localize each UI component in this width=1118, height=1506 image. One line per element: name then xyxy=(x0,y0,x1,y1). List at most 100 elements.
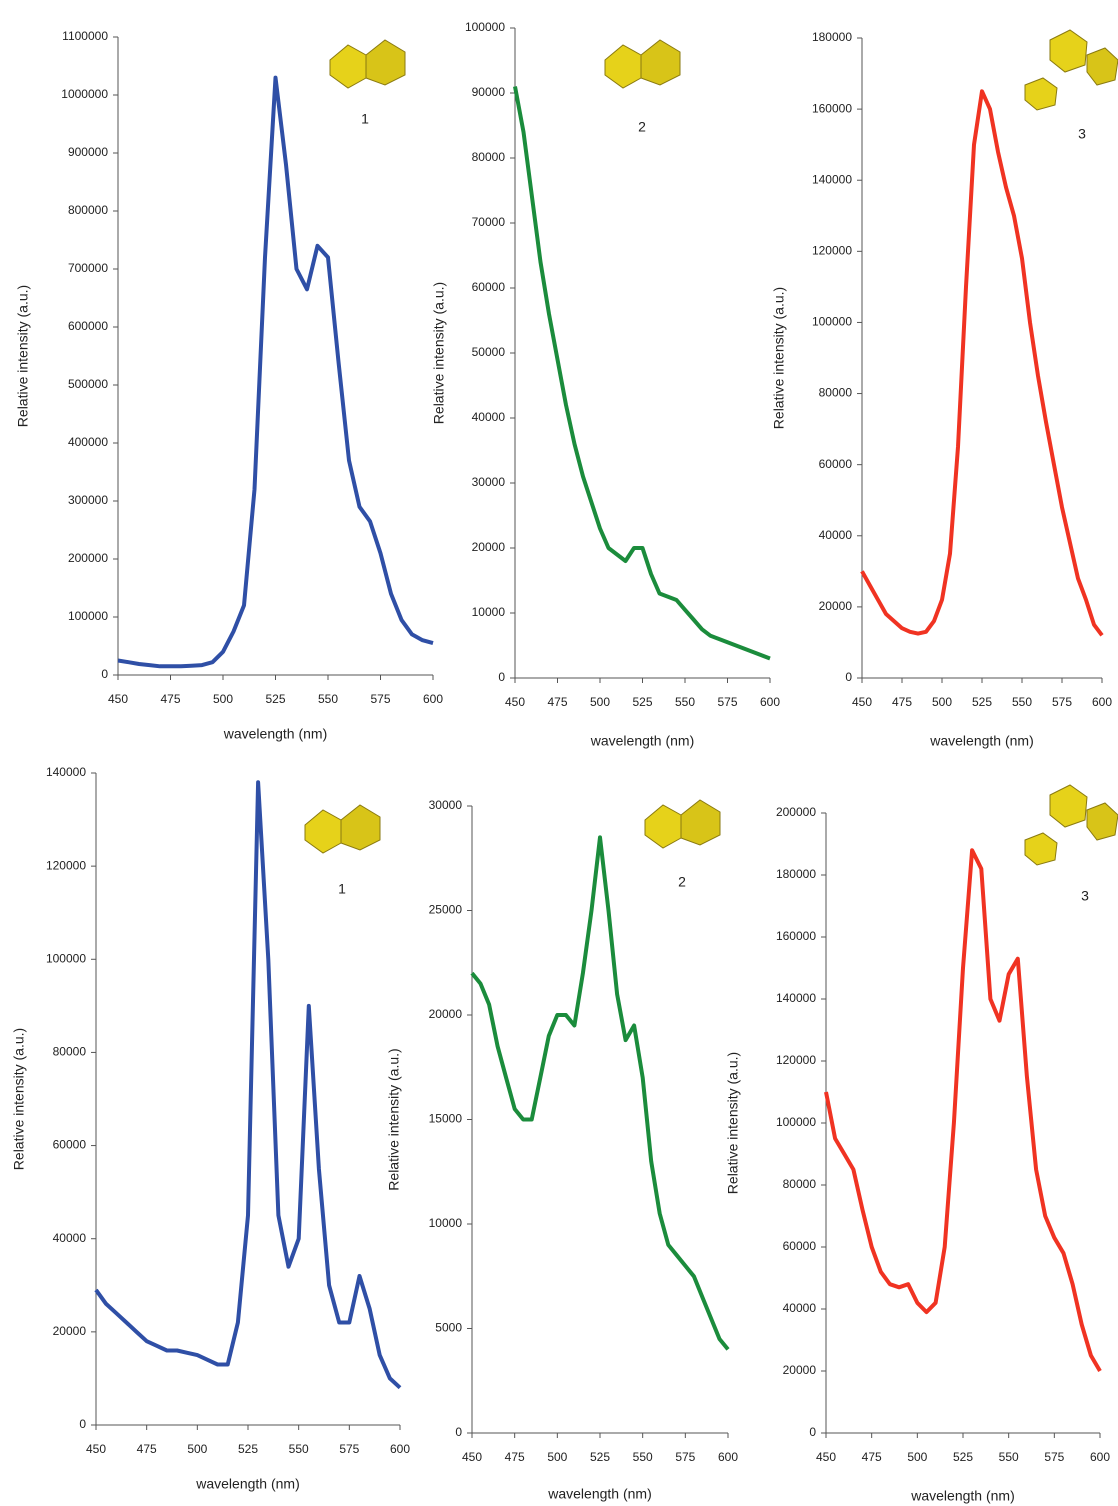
y-tick-label: 700000 xyxy=(68,261,108,275)
y-tick-label: 600000 xyxy=(68,319,108,333)
x-tick-label: 450 xyxy=(86,1442,106,1456)
y-tick-label: 30000 xyxy=(429,798,463,812)
x-tick-label: 550 xyxy=(1012,695,1032,709)
x-tick-label: 525 xyxy=(590,1450,610,1464)
y-tick-label: 60000 xyxy=(783,1239,817,1253)
y-axis-title: Relative intensity (a.u.) xyxy=(15,285,31,427)
y-tick-label: 180000 xyxy=(776,867,816,881)
x-tick-label: 525 xyxy=(265,692,285,706)
y-tick-label: 25000 xyxy=(429,903,463,917)
x-axis-title: wavelength (nm) xyxy=(195,1476,300,1492)
y-tick-label: 160000 xyxy=(776,929,816,943)
y-axis-title: Relative intensity (a.u.) xyxy=(771,287,787,429)
y-tick-label: 80000 xyxy=(472,150,506,164)
y-tick-label: 300000 xyxy=(68,493,108,507)
y-tick-label: 100000 xyxy=(68,609,108,623)
x-tick-label: 550 xyxy=(289,1442,309,1456)
x-tick-label: 475 xyxy=(892,695,912,709)
x-tick-label: 600 xyxy=(1092,695,1112,709)
x-tick-label: 525 xyxy=(953,1450,973,1464)
y-tick-label: 40000 xyxy=(53,1231,87,1245)
spectrum-line xyxy=(118,78,433,667)
x-tick-label: 500 xyxy=(213,692,233,706)
y-tick-label: 100000 xyxy=(812,315,852,329)
y-tick-label: 50000 xyxy=(472,345,506,359)
spectrum-line xyxy=(472,837,728,1349)
spectrum-line xyxy=(515,87,770,659)
x-tick-label: 575 xyxy=(675,1450,695,1464)
x-axis-title: wavelength (nm) xyxy=(547,1486,652,1502)
x-tick-label: 475 xyxy=(862,1450,882,1464)
y-tick-label: 140000 xyxy=(46,765,86,779)
y-tick-label: 30000 xyxy=(472,475,506,489)
y-axis-title: Relative intensity (a.u.) xyxy=(386,1048,402,1190)
molecule-icon xyxy=(605,40,680,88)
y-tick-label: 20000 xyxy=(783,1363,817,1377)
x-tick-label: 550 xyxy=(633,1450,653,1464)
y-tick-label: 0 xyxy=(845,670,852,684)
y-tick-label: 0 xyxy=(79,1417,86,1431)
y-tick-label: 900000 xyxy=(68,145,108,159)
y-tick-label: 90000 xyxy=(472,85,506,99)
x-axis-title: wavelength (nm) xyxy=(223,726,328,742)
molecule-icon xyxy=(305,805,380,853)
y-tick-label: 0 xyxy=(455,1425,462,1439)
x-tick-label: 575 xyxy=(339,1442,359,1456)
x-tick-label: 600 xyxy=(423,692,443,706)
x-tick-label: 550 xyxy=(318,692,338,706)
y-tick-label: 100000 xyxy=(46,951,86,965)
y-tick-label: 40000 xyxy=(783,1301,817,1315)
y-tick-label: 80000 xyxy=(53,1045,87,1059)
figure: 0100000200000300000400000500000600000700… xyxy=(0,0,1118,1506)
molecule-icon xyxy=(1025,785,1118,865)
compound-label: 3 xyxy=(1081,888,1089,904)
y-tick-label: 200000 xyxy=(776,805,816,819)
y-tick-label: 200000 xyxy=(68,551,108,565)
compound-label: 3 xyxy=(1078,126,1086,142)
y-tick-label: 800000 xyxy=(68,203,108,217)
x-tick-label: 450 xyxy=(852,695,872,709)
y-tick-label: 0 xyxy=(809,1425,816,1439)
molecule-icon xyxy=(330,40,405,88)
y-tick-label: 100000 xyxy=(776,1115,816,1129)
x-tick-label: 475 xyxy=(137,1442,157,1456)
y-tick-label: 500000 xyxy=(68,377,108,391)
x-tick-label: 600 xyxy=(390,1442,410,1456)
molecule-icon xyxy=(645,800,720,848)
molecule-icon xyxy=(1025,30,1118,110)
y-tick-label: 80000 xyxy=(819,386,853,400)
x-tick-label: 500 xyxy=(932,695,952,709)
x-tick-label: 575 xyxy=(717,695,737,709)
y-tick-label: 140000 xyxy=(812,172,852,186)
x-axis-title: wavelength (nm) xyxy=(929,733,1034,749)
y-axis-title: Relative intensity (a.u.) xyxy=(725,1052,741,1194)
y-axis-title: Relative intensity (a.u.) xyxy=(431,282,447,424)
y-tick-label: 400000 xyxy=(68,435,108,449)
y-tick-label: 1100000 xyxy=(62,29,108,43)
y-tick-label: 180000 xyxy=(812,30,852,44)
y-tick-label: 0 xyxy=(498,670,505,684)
y-tick-label: 120000 xyxy=(46,858,86,872)
y-tick-label: 5000 xyxy=(435,1321,462,1335)
x-tick-label: 475 xyxy=(547,695,567,709)
x-tick-label: 525 xyxy=(972,695,992,709)
x-tick-label: 500 xyxy=(547,1450,567,1464)
compound-label: 1 xyxy=(338,881,346,897)
y-tick-label: 0 xyxy=(101,667,108,681)
y-tick-label: 140000 xyxy=(776,991,816,1005)
compound-label: 2 xyxy=(638,119,646,135)
page: {"chart_data": [ {"type": "line", "x_lab… xyxy=(0,0,1118,1506)
x-tick-label: 575 xyxy=(370,692,390,706)
x-tick-label: 600 xyxy=(760,695,780,709)
compound-label: 2 xyxy=(678,874,686,890)
y-tick-label: 160000 xyxy=(812,101,852,115)
x-tick-label: 525 xyxy=(632,695,652,709)
x-axis-title: wavelength (nm) xyxy=(910,1488,1015,1504)
spectrum-line xyxy=(862,91,1102,635)
x-tick-label: 600 xyxy=(718,1450,738,1464)
x-tick-label: 550 xyxy=(999,1450,1019,1464)
x-axis-title: wavelength (nm) xyxy=(590,733,695,749)
y-tick-label: 100000 xyxy=(465,20,505,34)
x-tick-label: 450 xyxy=(816,1450,836,1464)
x-tick-label: 500 xyxy=(907,1450,927,1464)
